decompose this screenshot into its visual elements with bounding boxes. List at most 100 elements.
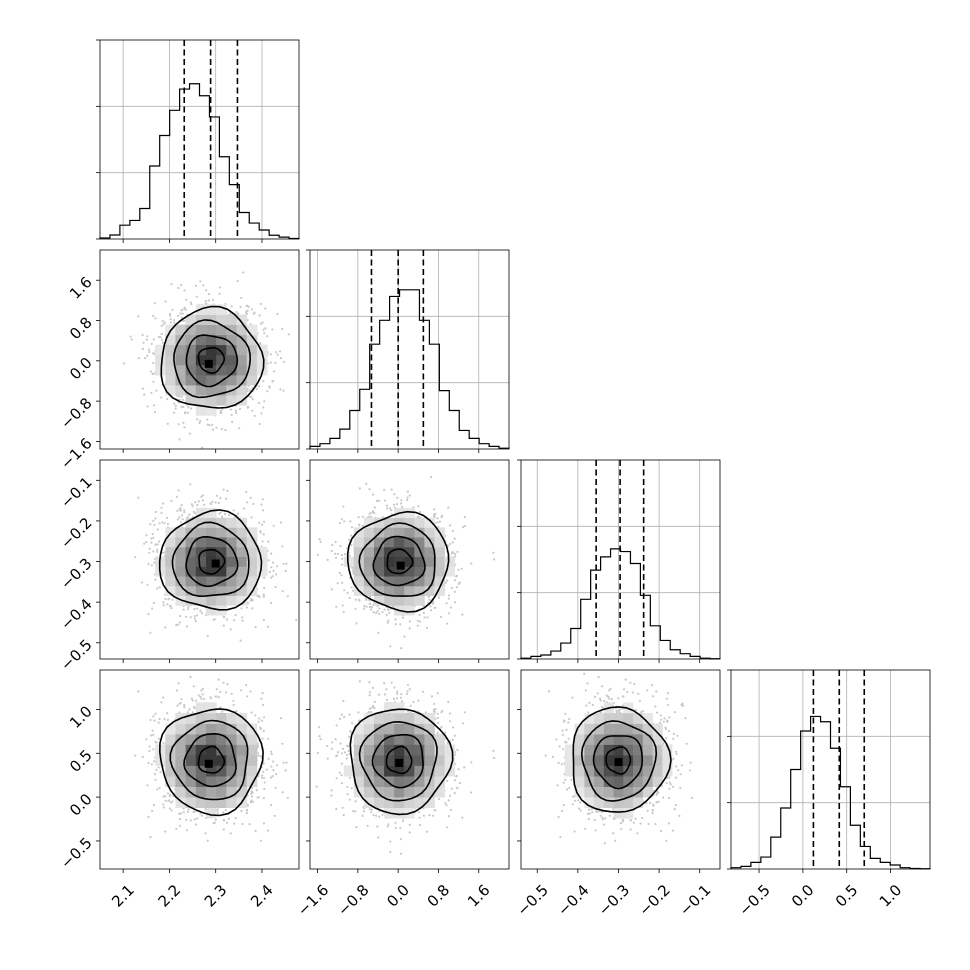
- density-cell: [226, 334, 237, 346]
- scatter-point: [141, 333, 144, 337]
- contour-0-2-level-2: [171, 521, 250, 598]
- scatter-point: [175, 623, 178, 627]
- scatter-point: [387, 619, 390, 622]
- density-cell: [363, 546, 375, 557]
- scatter-point: [348, 538, 351, 541]
- scatter-point: [370, 606, 373, 609]
- scatter-point: [181, 514, 184, 517]
- scatter-point: [441, 514, 444, 518]
- scatter-point: [161, 551, 164, 555]
- scatter-point: [369, 596, 372, 599]
- density-cell: [206, 334, 217, 346]
- scatter-point: [417, 505, 420, 508]
- density-cell: [226, 537, 237, 548]
- scatter-point: [263, 400, 266, 403]
- scatter-point: [451, 541, 454, 544]
- scatter-point: [390, 509, 393, 512]
- density-panel-0-2: [96, 459, 300, 663]
- contour-0-1-level-2: [173, 319, 252, 399]
- scatter-point: [261, 498, 264, 501]
- scatter-point: [168, 597, 171, 600]
- histogram-panel-0: [96, 39, 300, 243]
- scatter-point: [145, 338, 148, 341]
- scatter-point: [418, 613, 421, 616]
- density-cell: [216, 314, 227, 325]
- scatter-point: [158, 586, 161, 589]
- scatter-point: [197, 500, 200, 503]
- scatter-point: [460, 567, 463, 570]
- density-cell: [394, 527, 405, 538]
- density-cell: [216, 304, 227, 315]
- scatter-point: [151, 533, 154, 536]
- scatter-point: [318, 538, 321, 541]
- scatter-point: [238, 427, 241, 430]
- scatter-point: [166, 522, 170, 526]
- density-cell: [165, 556, 176, 567]
- density-cell: [394, 546, 405, 557]
- density-cell: [444, 566, 455, 577]
- scatter-point: [168, 605, 171, 608]
- scatter-point: [282, 761, 285, 764]
- scatter-point: [242, 271, 245, 274]
- histogram-2-frame: [520, 459, 721, 660]
- scatter-point: [400, 499, 403, 502]
- scatter-point: [263, 576, 266, 579]
- scatter-point: [266, 390, 269, 393]
- scatter-point: [269, 601, 273, 605]
- scatter-point: [217, 501, 220, 505]
- density-cell: [236, 364, 248, 376]
- density-cell: [236, 576, 248, 587]
- contour-0-2-level-3: [158, 509, 263, 611]
- scatter-point: [162, 696, 165, 699]
- scatter-point: [166, 398, 169, 401]
- density-cell: [226, 364, 237, 376]
- scatter-point: [180, 503, 183, 507]
- scatter-point: [249, 389, 252, 392]
- scatter-point: [183, 289, 186, 292]
- scatter-point: [166, 603, 169, 606]
- scatter-point: [180, 316, 183, 319]
- scatter-point: [186, 411, 189, 414]
- scatter-point: [337, 552, 340, 556]
- scatter-point: [150, 342, 153, 345]
- scatter-point: [152, 715, 155, 718]
- scatter-point: [392, 503, 396, 506]
- scatter-point: [276, 353, 279, 356]
- scatter-point: [234, 409, 237, 412]
- scatter-point: [137, 357, 140, 360]
- scatter-point: [130, 338, 133, 341]
- scatter-point: [262, 406, 265, 409]
- scatter-point: [152, 380, 155, 383]
- scatter-point: [222, 488, 225, 491]
- scatter-point: [153, 760, 156, 763]
- scatter-point: [177, 286, 180, 290]
- scatter-point: [174, 407, 177, 410]
- histogram-1-frame: [309, 249, 510, 450]
- scatter-point: [433, 606, 436, 609]
- scatter-point: [182, 608, 185, 611]
- scatter-point: [250, 799, 253, 802]
- scatter-point: [196, 607, 199, 610]
- scatter-point: [206, 418, 209, 421]
- scatter-point: [364, 597, 368, 600]
- scatter-point: [225, 497, 228, 500]
- scatter-point: [160, 324, 163, 327]
- density-cell: [216, 556, 227, 567]
- density-cell: [404, 605, 415, 616]
- scatter-point: [183, 319, 186, 322]
- scatter-point: [449, 606, 452, 609]
- scatter-point: [177, 314, 180, 317]
- scatter-point: [285, 562, 288, 565]
- scatter-point: [338, 571, 341, 575]
- density-cell: [206, 344, 217, 356]
- scatter-point: [247, 305, 250, 308]
- scatter-point: [231, 420, 234, 423]
- scatter-point: [444, 581, 447, 584]
- scatter-point: [260, 523, 264, 526]
- density-cell: [374, 576, 385, 587]
- density-cell: [424, 556, 435, 567]
- scatter-point: [428, 598, 431, 601]
- scatter-point: [149, 631, 152, 634]
- scatter-point: [163, 522, 166, 525]
- scatter-point: [241, 616, 244, 619]
